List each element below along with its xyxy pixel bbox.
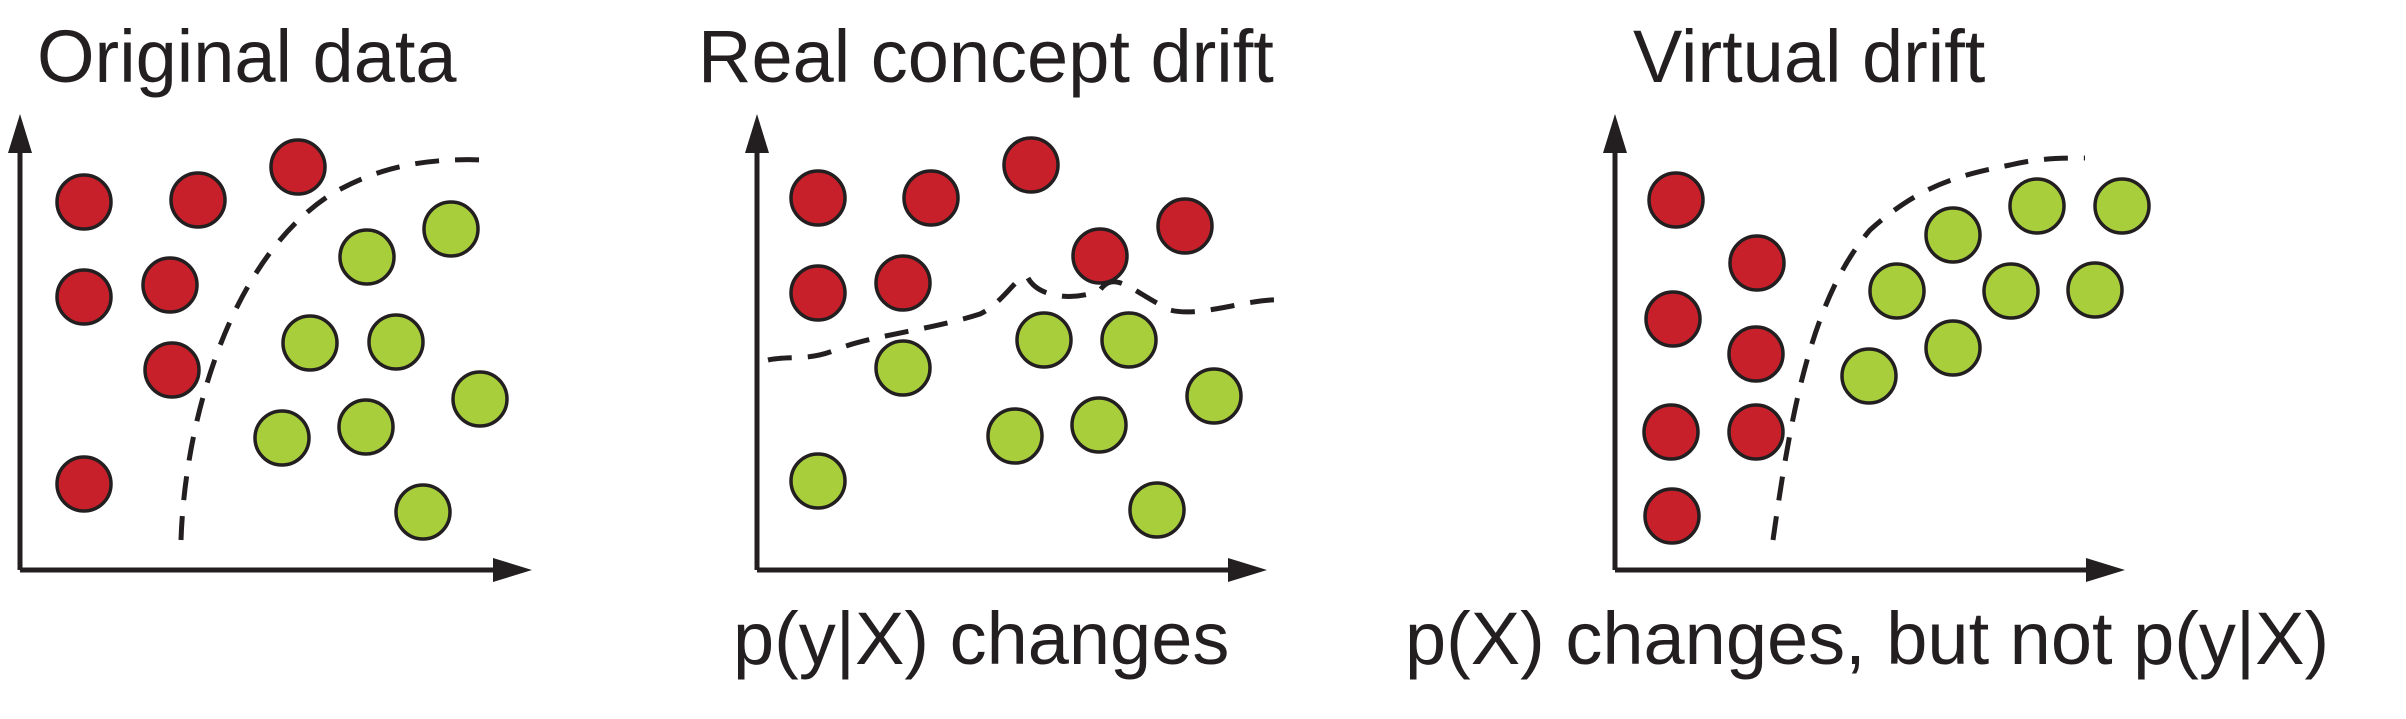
red-data-point <box>1727 325 1785 383</box>
green-data-point <box>789 452 847 510</box>
red-data-point <box>1643 487 1701 545</box>
red-data-point <box>789 264 847 322</box>
green-data-point <box>1015 311 1073 369</box>
red-data-point <box>789 169 847 227</box>
green-data-point <box>1982 262 2040 320</box>
red-data-point <box>55 455 113 513</box>
green-data-point <box>874 339 932 397</box>
green-data-point <box>1070 396 1128 454</box>
x-axis-arrow-icon <box>2086 558 2125 582</box>
green-data-point <box>2008 177 2066 235</box>
data-points <box>55 138 509 541</box>
red-data-point <box>269 138 327 196</box>
panel-title: Real concept drift <box>698 15 1274 98</box>
green-data-point <box>422 200 480 258</box>
panel-original-data: Original data <box>8 15 532 582</box>
red-data-point <box>902 169 960 227</box>
green-data-point <box>281 314 339 372</box>
decision-boundary <box>1770 155 2086 541</box>
x-axis-arrow-icon <box>493 558 532 582</box>
y-axis-arrow-icon <box>8 114 32 153</box>
decision-boundary <box>178 157 486 541</box>
green-data-point <box>1840 347 1898 405</box>
red-data-point <box>55 268 113 326</box>
green-data-point <box>1100 311 1158 369</box>
red-data-point <box>1727 403 1785 461</box>
panel-title: Virtual drift <box>1633 15 1986 98</box>
green-data-point <box>1924 206 1982 264</box>
green-data-point <box>2093 177 2151 235</box>
red-data-point <box>143 341 201 399</box>
y-axis-arrow-icon <box>1603 114 1627 153</box>
green-data-point <box>1868 262 1926 320</box>
green-data-point <box>253 409 311 467</box>
red-data-point <box>1647 171 1705 229</box>
red-data-point <box>1644 290 1702 348</box>
green-data-point <box>367 313 425 371</box>
green-data-point <box>337 398 395 456</box>
x-axis-arrow-icon <box>1228 558 1267 582</box>
green-data-point <box>338 228 396 286</box>
red-data-point <box>141 256 199 314</box>
red-data-point <box>169 171 227 229</box>
green-data-point <box>2066 261 2124 319</box>
green-data-point <box>1185 367 1243 425</box>
green-data-point <box>986 407 1044 465</box>
panel-virtual-drift: Virtual drift p(X) changes, but not p(y|… <box>1405 15 2329 680</box>
panel-title: Original data <box>37 15 457 98</box>
red-data-point <box>55 173 113 231</box>
red-data-point <box>1071 227 1129 285</box>
green-data-point <box>394 483 452 541</box>
green-data-point <box>1924 319 1982 377</box>
red-data-point <box>874 254 932 312</box>
panel-caption: p(X) changes, but not p(y|X) <box>1405 597 2329 680</box>
panel-real-concept-drift: Real concept drift p(y|X) changes <box>698 15 1281 680</box>
red-data-point <box>1156 197 1214 255</box>
red-data-point <box>1642 403 1700 461</box>
red-data-point <box>1002 136 1060 194</box>
red-data-point <box>1728 234 1786 292</box>
y-axis-arrow-icon <box>745 114 769 153</box>
green-data-point <box>1128 481 1186 539</box>
green-data-point <box>451 370 509 428</box>
panel-caption: p(y|X) changes <box>733 597 1229 680</box>
data-points <box>789 136 1243 539</box>
data-points <box>1642 171 2151 545</box>
